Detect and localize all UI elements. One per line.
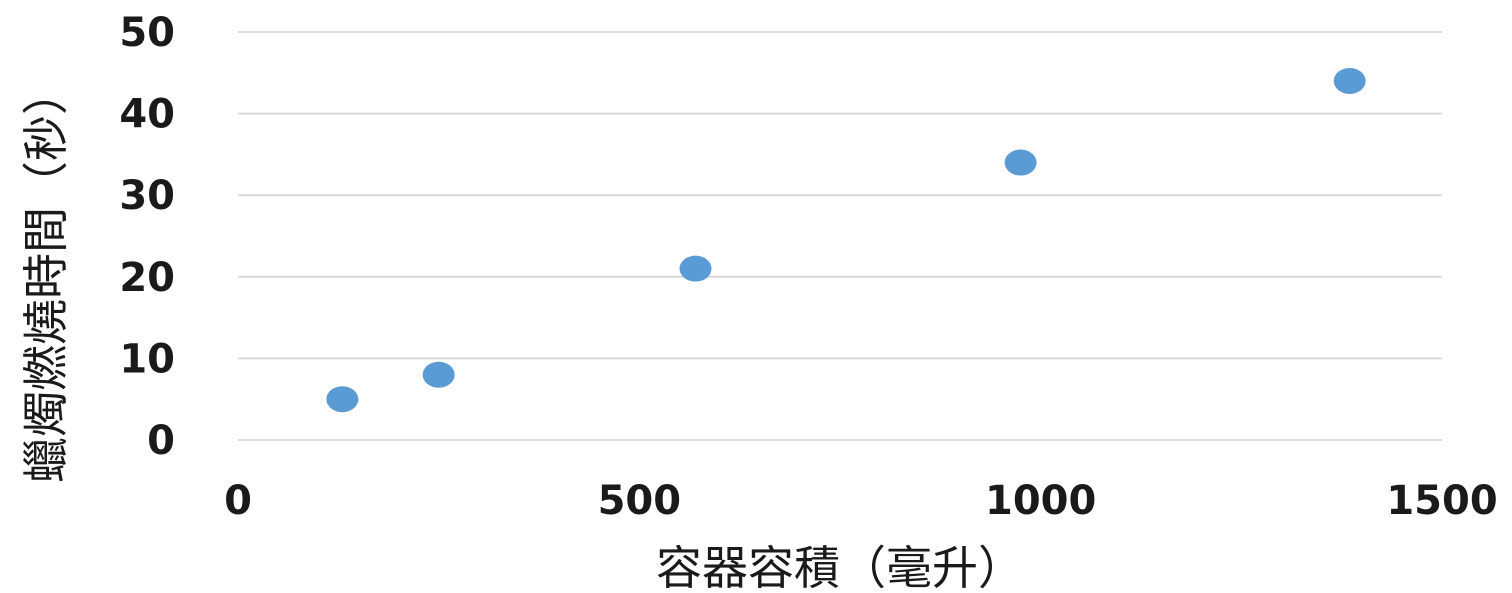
data-point bbox=[1004, 149, 1037, 176]
data-point bbox=[1333, 67, 1366, 94]
x-tick-label: 0 bbox=[224, 478, 252, 524]
y-tick-label: 20 bbox=[119, 255, 175, 301]
x-tick-label: 1500 bbox=[1386, 478, 1497, 524]
y-tick-label: 0 bbox=[147, 418, 175, 464]
y-axis-title: 蠟燭燃燒時間（秒） bbox=[19, 69, 73, 483]
data-points bbox=[326, 67, 1366, 413]
data-point bbox=[422, 361, 455, 388]
y-tick-label: 30 bbox=[119, 173, 175, 219]
x-tick-labels: 0 500 1000 1500 bbox=[224, 478, 1498, 524]
data-point bbox=[679, 255, 712, 282]
gridlines bbox=[238, 31, 1442, 360]
x-tick-label: 1000 bbox=[985, 478, 1096, 524]
x-axis-title: 容器容積（毫升） bbox=[656, 541, 1024, 593]
y-tick-labels: 0 10 20 30 40 50 bbox=[119, 10, 175, 464]
y-tick-label: 10 bbox=[119, 336, 175, 382]
data-point bbox=[326, 386, 359, 413]
y-tick-label: 40 bbox=[119, 92, 175, 138]
y-tick-label: 50 bbox=[119, 10, 175, 56]
x-tick-label: 500 bbox=[598, 478, 682, 524]
